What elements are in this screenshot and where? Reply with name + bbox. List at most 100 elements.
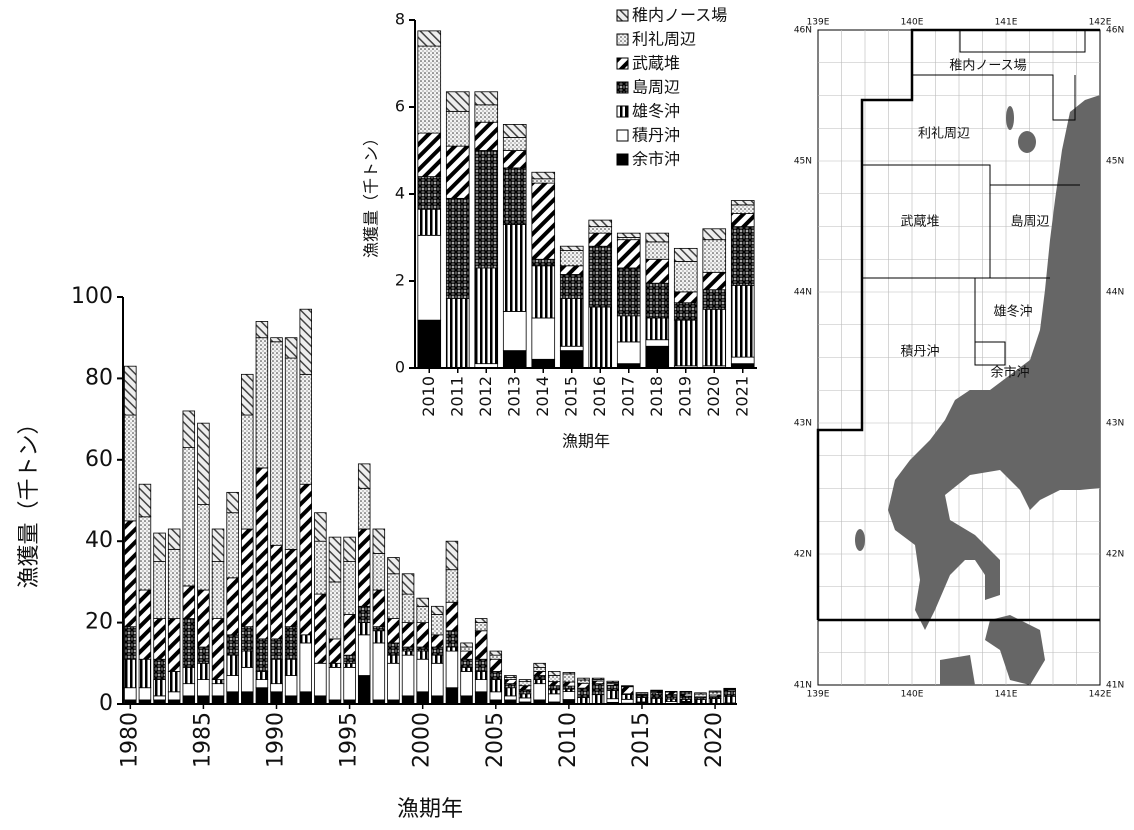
lat-label: 41N xyxy=(794,681,812,691)
bar-segment xyxy=(730,284,755,358)
bar-segment xyxy=(548,685,561,691)
lat-label: 45N xyxy=(1106,157,1124,167)
bar-segment xyxy=(138,658,152,689)
bar-segment xyxy=(197,504,210,591)
bar-segment xyxy=(431,614,444,636)
bar-segment xyxy=(226,634,239,656)
bar-segment xyxy=(474,658,488,672)
bar-segment xyxy=(167,671,181,693)
bar-segment xyxy=(518,697,532,703)
bar-segment xyxy=(664,694,678,700)
x-tick-label: 2016 xyxy=(590,376,609,417)
bar-segment xyxy=(153,532,166,562)
bar-segment xyxy=(328,581,342,640)
legend-swatch xyxy=(616,33,629,46)
legend-label: 稚内ノース場 xyxy=(632,6,727,25)
bar-segment xyxy=(445,145,470,199)
bar-segment xyxy=(723,690,736,697)
bar-segment xyxy=(182,683,196,697)
bar-segment xyxy=(562,681,576,687)
bar-segment xyxy=(372,626,386,632)
lon-label: 142E xyxy=(1089,690,1112,700)
bar-segment xyxy=(606,690,619,700)
bar-segment xyxy=(241,666,254,693)
legend-label: 島周辺 xyxy=(632,78,680,97)
bar-segment xyxy=(548,671,561,676)
bar-segment xyxy=(343,536,356,562)
inset-chart: 0 2 4 6 8 2010 2011 2012 2013 2014 2015 2016 2017 201… xyxy=(362,6,757,451)
bar-segment xyxy=(616,341,641,365)
bar-segment xyxy=(702,228,727,241)
bar-segment xyxy=(226,675,239,693)
bar-segment xyxy=(504,683,517,689)
bar-segment xyxy=(387,557,400,575)
bar-segment xyxy=(153,561,166,619)
bar-segment xyxy=(299,308,312,375)
bar-segment xyxy=(445,646,459,652)
bar-segment xyxy=(489,658,503,672)
x-tick-label: 2013 xyxy=(504,376,523,417)
bar-segment xyxy=(588,306,613,369)
lon-label: 141E xyxy=(995,18,1018,28)
bar-segment xyxy=(416,646,429,652)
bar-segment xyxy=(445,650,459,689)
x-tick-label: 2005 xyxy=(483,712,508,768)
bar-segment xyxy=(616,239,641,269)
bar-segment xyxy=(211,679,225,685)
bar-segment xyxy=(241,650,254,668)
bar-segment xyxy=(431,605,444,615)
bar-segment xyxy=(616,232,641,238)
bar-segment xyxy=(730,213,755,228)
bar-segment xyxy=(562,672,576,675)
bar-segment xyxy=(197,695,210,705)
bar-segment xyxy=(401,573,415,595)
bar-segment xyxy=(138,687,152,701)
bar-segment xyxy=(401,593,415,623)
bar-segment xyxy=(270,337,283,343)
bar-segment xyxy=(533,662,546,668)
bar-segment xyxy=(343,654,356,664)
bar-segment xyxy=(270,691,283,705)
bar-segment xyxy=(645,345,670,369)
bar-segment xyxy=(226,512,239,579)
land xyxy=(855,95,1100,685)
bar-segment xyxy=(559,345,584,351)
bar-segment xyxy=(270,638,283,660)
bar-segment xyxy=(401,695,415,705)
x-tick-label: 2020 xyxy=(704,376,723,417)
bar-segment xyxy=(702,271,727,291)
lat-label: 42N xyxy=(794,550,812,560)
bar-segment xyxy=(284,695,298,705)
x-tick-label: 1985 xyxy=(190,712,215,768)
bar-segment xyxy=(138,483,152,518)
bar-segment xyxy=(314,512,327,542)
bar-segment xyxy=(372,589,386,628)
bar-segment xyxy=(343,561,356,615)
region-label: 島周辺 xyxy=(1010,215,1049,230)
bar-segment xyxy=(531,358,556,369)
bar-segment xyxy=(474,671,488,680)
region-label: 雄冬沖 xyxy=(993,304,1032,320)
region-label: 武蔵堆 xyxy=(900,215,939,230)
bar-segment xyxy=(284,626,298,660)
region-label: 稚内ノース場 xyxy=(949,58,1026,74)
bar-segment xyxy=(518,679,532,683)
bar-segment xyxy=(226,654,239,676)
bar-segment xyxy=(314,593,327,664)
bar-segment xyxy=(559,245,584,251)
bar-segment xyxy=(182,410,196,448)
bar-segment xyxy=(431,662,444,697)
bar-segment xyxy=(124,414,137,522)
bar-segment xyxy=(588,226,613,234)
bar-segment xyxy=(182,666,196,685)
y-tick-label: 4 xyxy=(395,184,405,203)
lon-label: 141E xyxy=(995,690,1018,700)
bar-segment xyxy=(606,680,619,683)
bar-segment xyxy=(445,91,470,112)
bar-segment xyxy=(559,250,584,267)
bar-segment xyxy=(387,618,400,644)
x-tick-label: 2021 xyxy=(732,376,751,417)
lat-label: 44N xyxy=(1106,288,1124,298)
x-tick-label: 2019 xyxy=(675,376,694,417)
